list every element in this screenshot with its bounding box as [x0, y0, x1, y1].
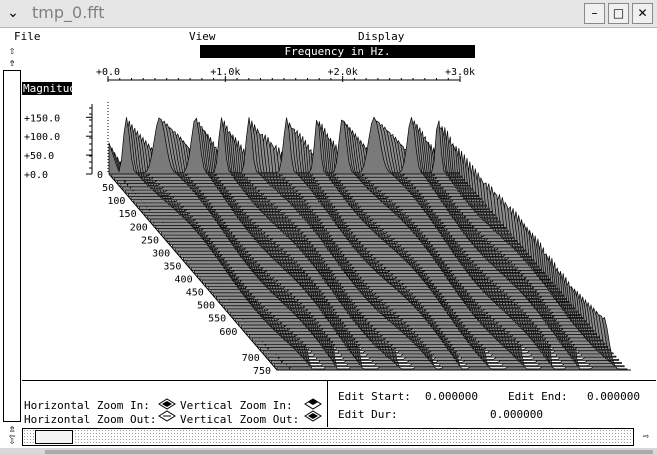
waterfall-chart: +0.0 +1.0k +2.0k +3.0k +150.0 +100.0 +50.0 +0.0…	[24, 67, 631, 377]
depth-tick-label: 400	[175, 275, 193, 286]
scroll-left-icon[interactable]: ⇦	[8, 431, 16, 442]
zoom-in-icon[interactable]	[158, 398, 176, 410]
menu-view[interactable]: View	[189, 30, 216, 43]
scroll-up-icon[interactable]: ⇧	[8, 44, 16, 57]
depth-tick-label: 300	[152, 248, 170, 259]
bottom-handle	[45, 450, 653, 454]
zoom-in-icon[interactable]	[304, 398, 322, 410]
title-bar: ⌄ tmp_0.fft – □ ✕	[0, 0, 657, 28]
minimize-icon[interactable]: –	[584, 3, 605, 24]
edit-end-value: 0.000000	[587, 390, 640, 403]
h-zoom-buttons	[158, 398, 176, 422]
depth-tick-label: 350	[163, 261, 181, 272]
vertical-scroll-track[interactable]	[3, 70, 21, 422]
menu-file[interactable]: File	[14, 30, 41, 43]
x-tick-label: +2.0k	[328, 67, 358, 78]
zoom-out-icon[interactable]	[304, 410, 322, 422]
x-tick-label: +0.0	[96, 67, 120, 78]
zoom-out-icon[interactable]	[158, 410, 176, 422]
edit-dur-label: Edit Dur:	[338, 408, 398, 421]
y-tick-label: +150.0	[24, 113, 60, 124]
spectrum-slice	[108, 116, 460, 175]
h-zoom-out-label: Horizontal Zoom Out:	[24, 413, 157, 426]
window-title: tmp_0.fft	[32, 3, 105, 22]
depth-tick-label: 50	[102, 183, 114, 194]
edit-start-label: Edit Start:	[338, 390, 411, 403]
depth-tick-label: 700	[242, 353, 260, 364]
depth-tick-label: 250	[141, 235, 159, 246]
depth-tick-label: 0	[97, 170, 103, 181]
depth-tick-label: 150	[119, 209, 137, 220]
panel-divider	[327, 381, 328, 427]
x-tick-label: +3.0k	[445, 67, 475, 78]
bottom-strip	[0, 448, 657, 455]
depth-tick-label: 750	[253, 366, 271, 377]
depth-tick-label: 500	[197, 301, 215, 312]
menu-display[interactable]: Display	[358, 30, 405, 43]
vertical-scrollbar[interactable]: ⇧ ⇮ ⇯ ⇩	[3, 44, 21, 448]
edit-start-value: 0.000000	[425, 390, 478, 403]
y-tick-label: +100.0	[24, 132, 60, 143]
y-axis-title: Magnitud	[22, 82, 76, 95]
scroll-down-icon[interactable]: ⇩	[8, 434, 16, 447]
horizontal-scrollbar[interactable]: ⇦ ⇨	[0, 426, 657, 448]
scroll-top-icon[interactable]: ⇮	[8, 56, 16, 69]
scroll-bottom-icon[interactable]: ⇯	[8, 422, 16, 435]
maximize-icon[interactable]: □	[608, 3, 629, 24]
fft-plot-area[interactable]: Frequency in Hz. Magnitud +0.0 +1.0k +2.0k…	[22, 44, 656, 380]
close-icon[interactable]: ✕	[632, 3, 653, 24]
y-tick-label: +0.0	[24, 170, 48, 181]
v-zoom-out-label: Vertical Zoom Out:	[180, 413, 300, 426]
depth-tick-label: 600	[219, 327, 237, 338]
window-menu-icon[interactable]: ⌄	[7, 5, 19, 21]
control-panel: Horizontal Zoom In: Horizontal Zoom Out:…	[22, 380, 656, 427]
v-zoom-buttons	[304, 398, 322, 422]
menu-bar: File View Display	[0, 29, 657, 44]
depth-tick-label: 100	[107, 196, 125, 207]
x-tick-label: +1.0k	[210, 67, 240, 78]
depth-tick-label: 450	[186, 288, 204, 299]
depth-tick-label: 200	[130, 222, 148, 233]
x-axis-title: Frequency in Hz.	[200, 45, 475, 58]
edit-dur-value: 0.000000	[490, 408, 543, 421]
scroll-right-icon[interactable]: ⇨	[642, 431, 650, 442]
depth-tick-label: 550	[208, 314, 226, 325]
h-zoom-in-label: Horizontal Zoom In:	[24, 399, 150, 412]
v-zoom-in-label: Vertical Zoom In:	[180, 399, 293, 412]
depth-axis-line	[108, 173, 278, 371]
horizontal-scroll-track[interactable]	[22, 428, 634, 446]
y-tick-label: +50.0	[24, 151, 54, 162]
horizontal-scroll-thumb[interactable]	[35, 430, 73, 444]
edit-end-label: Edit End:	[508, 390, 568, 403]
